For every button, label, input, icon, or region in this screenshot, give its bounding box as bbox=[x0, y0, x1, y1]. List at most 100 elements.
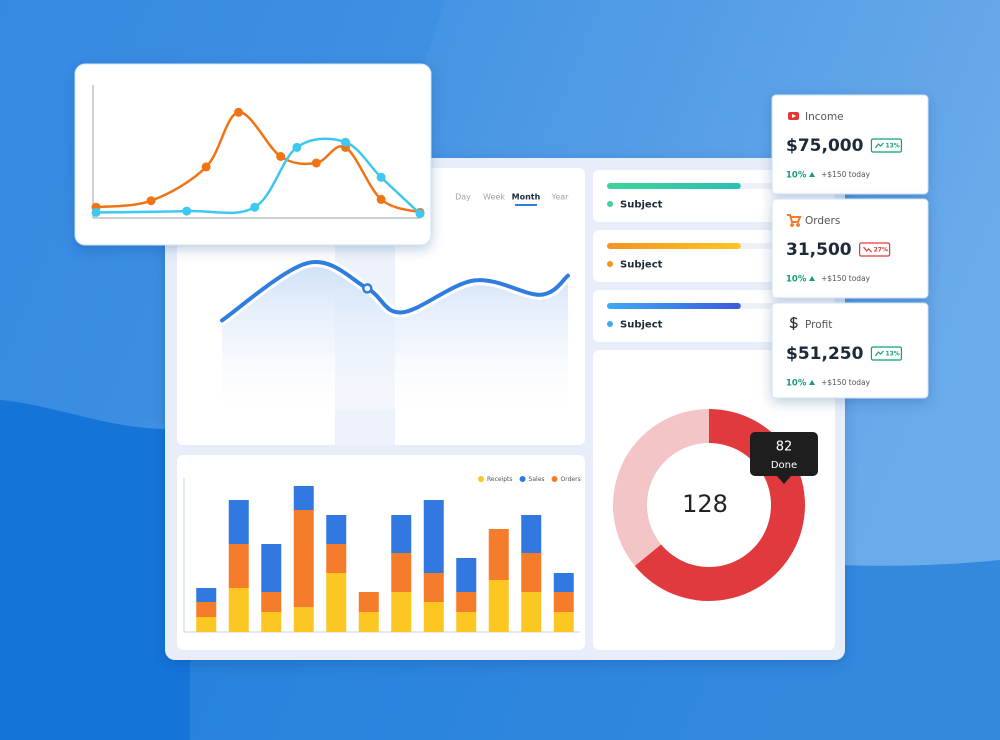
point bbox=[415, 209, 425, 219]
bar-segment bbox=[391, 515, 412, 553]
tab[interactable]: Day bbox=[455, 193, 471, 202]
icon bbox=[792, 114, 796, 118]
badge bbox=[870, 138, 903, 153]
stat-delta: +$150 today bbox=[821, 170, 871, 179]
tab-underline bbox=[515, 204, 537, 206]
bar-segment bbox=[228, 500, 249, 544]
point bbox=[91, 207, 101, 217]
bar-segment bbox=[391, 553, 412, 592]
stat-change: 10% bbox=[786, 171, 807, 181]
point bbox=[362, 283, 373, 294]
line bbox=[220, 260, 570, 323]
point bbox=[146, 196, 156, 206]
stat-label: Profit bbox=[805, 319, 832, 331]
stat-card bbox=[771, 94, 929, 195]
point bbox=[376, 172, 386, 182]
donut-segment bbox=[613, 409, 709, 566]
badge-text: 13% bbox=[885, 351, 899, 358]
trend-arrow bbox=[809, 172, 815, 177]
stat-label: Orders bbox=[805, 215, 840, 227]
progress-bar bbox=[607, 243, 741, 249]
bar-segment bbox=[261, 592, 282, 612]
bar-segment bbox=[423, 573, 444, 602]
badge-arrow bbox=[863, 246, 873, 253]
badge-text: 27% bbox=[874, 247, 888, 254]
progress-label: Subject bbox=[620, 200, 663, 211]
bar-segment bbox=[293, 607, 314, 632]
bar-segment bbox=[521, 515, 542, 553]
point bbox=[311, 158, 321, 168]
badge bbox=[859, 242, 891, 257]
area bbox=[222, 261, 568, 410]
point bbox=[276, 152, 286, 161]
progress-label: Subject bbox=[620, 260, 663, 271]
tab[interactable]: Month bbox=[512, 193, 541, 202]
progress-bar bbox=[607, 183, 741, 189]
point bbox=[340, 137, 350, 147]
bar-segment bbox=[261, 544, 282, 592]
stat-card bbox=[771, 302, 929, 399]
point bbox=[234, 107, 244, 117]
progress-dot bbox=[607, 261, 613, 267]
stat-value: $75,000 bbox=[786, 136, 864, 156]
bar-segment bbox=[488, 580, 509, 632]
bar-segment bbox=[456, 612, 477, 632]
point bbox=[201, 162, 211, 172]
stat-delta: +$150 today bbox=[821, 274, 871, 283]
tab[interactable]: Year bbox=[551, 193, 570, 202]
tooltip-arrow bbox=[777, 476, 791, 484]
bar-segment bbox=[326, 515, 347, 544]
stat-change: 10% bbox=[786, 275, 807, 285]
stat-card bbox=[771, 198, 929, 299]
bar-segment bbox=[358, 592, 379, 612]
progress-bar bbox=[607, 303, 741, 309]
stat-delta: +$150 today bbox=[821, 378, 871, 387]
legend-swatch bbox=[519, 476, 526, 482]
legend-label: Sales bbox=[529, 476, 545, 483]
tooltip bbox=[750, 432, 818, 476]
trend-arrow bbox=[809, 380, 815, 385]
legend-swatch bbox=[478, 476, 484, 482]
badge-arrow bbox=[874, 350, 884, 357]
bar-segment bbox=[196, 602, 217, 617]
stat-value: $51,250 bbox=[786, 344, 864, 364]
bar-segment bbox=[553, 573, 574, 592]
bar-segment bbox=[196, 617, 217, 632]
bar-segment bbox=[326, 544, 347, 573]
legend-label: Receipts bbox=[487, 476, 513, 483]
bar-segment bbox=[358, 612, 379, 632]
trend-arrow bbox=[809, 276, 815, 281]
donut-center: 128 bbox=[682, 490, 728, 518]
bar-segment bbox=[521, 553, 542, 592]
icon bbox=[789, 317, 798, 330]
bar-segment bbox=[456, 558, 477, 592]
legend-label: Orders bbox=[561, 476, 581, 483]
bar-segment bbox=[456, 592, 477, 612]
bar-segment bbox=[391, 592, 412, 632]
bar-segment bbox=[261, 612, 282, 632]
point bbox=[376, 194, 386, 204]
bar-segment bbox=[293, 510, 314, 607]
tooltip-value: 82 bbox=[776, 440, 793, 455]
bar-segment bbox=[423, 500, 444, 573]
badge-arrow bbox=[874, 142, 884, 149]
point bbox=[292, 142, 302, 152]
overlay-card bbox=[74, 63, 432, 246]
bar-segment bbox=[488, 529, 509, 580]
point bbox=[182, 206, 192, 216]
tab[interactable]: Week bbox=[483, 193, 505, 202]
bar-segment bbox=[228, 588, 249, 632]
bar-segment bbox=[553, 612, 574, 632]
bar-segment bbox=[196, 588, 217, 602]
tooltip-label: Done bbox=[771, 460, 797, 471]
badge-text: 13% bbox=[885, 143, 899, 150]
point bbox=[250, 202, 260, 212]
legend-swatch bbox=[551, 476, 558, 482]
bar-segment bbox=[521, 592, 542, 632]
progress-dot bbox=[607, 201, 613, 207]
badge bbox=[870, 346, 903, 361]
background-wave bbox=[0, 400, 190, 740]
bar-segment bbox=[326, 573, 347, 632]
progress-label: Subject bbox=[620, 320, 663, 331]
